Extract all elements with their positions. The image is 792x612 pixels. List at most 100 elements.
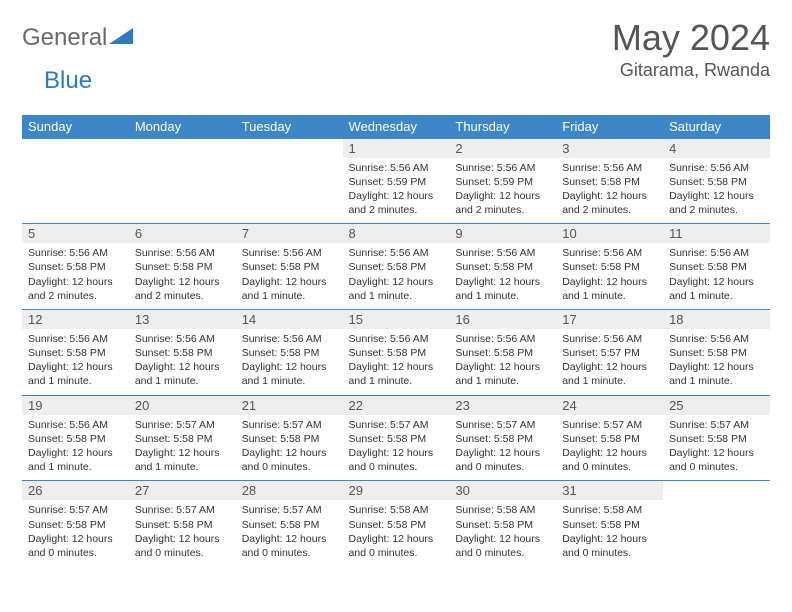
daylight-line: Daylight: 12 hours and 0 minutes. bbox=[242, 532, 337, 560]
logo: General bbox=[22, 18, 137, 52]
day-number: 6 bbox=[129, 224, 236, 243]
day-number: 31 bbox=[556, 481, 663, 500]
daylight-line: Daylight: 12 hours and 1 minute. bbox=[349, 360, 444, 388]
logo-text-general: General bbox=[22, 24, 107, 52]
daylight-line: Daylight: 12 hours and 0 minutes. bbox=[349, 446, 444, 474]
day-details: Sunrise: 5:56 AMSunset: 5:59 PMDaylight:… bbox=[343, 158, 450, 224]
day-details: Sunrise: 5:56 AMSunset: 5:58 PMDaylight:… bbox=[22, 243, 129, 309]
sunset-line: Sunset: 5:58 PM bbox=[455, 346, 550, 360]
day-number bbox=[236, 139, 343, 158]
page-title: May 2024 bbox=[612, 18, 770, 58]
sunrise-line: Sunrise: 5:58 AM bbox=[349, 503, 444, 517]
day-details: Sunrise: 5:56 AMSunset: 5:58 PMDaylight:… bbox=[343, 329, 450, 395]
daylight-line: Daylight: 12 hours and 0 minutes. bbox=[135, 532, 230, 560]
day-details: Sunrise: 5:57 AMSunset: 5:58 PMDaylight:… bbox=[129, 500, 236, 566]
sunset-line: Sunset: 5:59 PM bbox=[455, 175, 550, 189]
day-number bbox=[663, 481, 770, 500]
day-number: 30 bbox=[449, 481, 556, 500]
sunrise-line: Sunrise: 5:57 AM bbox=[242, 503, 337, 517]
calendar-day-cell: 13Sunrise: 5:56 AMSunset: 5:58 PMDayligh… bbox=[129, 309, 236, 395]
sunrise-line: Sunrise: 5:57 AM bbox=[135, 503, 230, 517]
day-number: 1 bbox=[343, 139, 450, 158]
day-number: 10 bbox=[556, 224, 663, 243]
day-number: 5 bbox=[22, 224, 129, 243]
sunrise-line: Sunrise: 5:57 AM bbox=[455, 418, 550, 432]
sunset-line: Sunset: 5:58 PM bbox=[28, 260, 123, 274]
day-number: 25 bbox=[663, 396, 770, 415]
day-number bbox=[129, 139, 236, 158]
sunrise-line: Sunrise: 5:57 AM bbox=[28, 503, 123, 517]
sunrise-line: Sunrise: 5:56 AM bbox=[242, 332, 337, 346]
day-number: 26 bbox=[22, 481, 129, 500]
sunset-line: Sunset: 5:58 PM bbox=[28, 432, 123, 446]
day-number: 16 bbox=[449, 310, 556, 329]
day-details: Sunrise: 5:57 AMSunset: 5:58 PMDaylight:… bbox=[343, 415, 450, 481]
day-details: Sunrise: 5:56 AMSunset: 5:58 PMDaylight:… bbox=[663, 243, 770, 309]
daylight-line: Daylight: 12 hours and 2 minutes. bbox=[669, 189, 764, 217]
calendar-day-cell bbox=[129, 138, 236, 224]
day-number: 12 bbox=[22, 310, 129, 329]
calendar-week-row: 26Sunrise: 5:57 AMSunset: 5:58 PMDayligh… bbox=[22, 481, 770, 566]
day-number: 7 bbox=[236, 224, 343, 243]
calendar-day-cell: 8Sunrise: 5:56 AMSunset: 5:58 PMDaylight… bbox=[343, 224, 450, 310]
calendar-day-cell: 5Sunrise: 5:56 AMSunset: 5:58 PMDaylight… bbox=[22, 224, 129, 310]
sunrise-line: Sunrise: 5:56 AM bbox=[455, 161, 550, 175]
sunset-line: Sunset: 5:58 PM bbox=[242, 260, 337, 274]
sunrise-line: Sunrise: 5:58 AM bbox=[562, 503, 657, 517]
day-details: Sunrise: 5:56 AMSunset: 5:57 PMDaylight:… bbox=[556, 329, 663, 395]
sunrise-line: Sunrise: 5:56 AM bbox=[562, 332, 657, 346]
sunrise-line: Sunrise: 5:58 AM bbox=[455, 503, 550, 517]
day-details: Sunrise: 5:56 AMSunset: 5:58 PMDaylight:… bbox=[236, 329, 343, 395]
sunset-line: Sunset: 5:58 PM bbox=[242, 432, 337, 446]
day-details: Sunrise: 5:56 AMSunset: 5:58 PMDaylight:… bbox=[663, 329, 770, 395]
sunset-line: Sunset: 5:58 PM bbox=[349, 518, 444, 532]
col-saturday: Saturday bbox=[663, 115, 770, 139]
day-number: 14 bbox=[236, 310, 343, 329]
calendar-week-row: 12Sunrise: 5:56 AMSunset: 5:58 PMDayligh… bbox=[22, 309, 770, 395]
daylight-line: Daylight: 12 hours and 0 minutes. bbox=[455, 446, 550, 474]
day-details: Sunrise: 5:57 AMSunset: 5:58 PMDaylight:… bbox=[556, 415, 663, 481]
day-number: 13 bbox=[129, 310, 236, 329]
sunrise-line: Sunrise: 5:56 AM bbox=[28, 246, 123, 260]
sunrise-line: Sunrise: 5:57 AM bbox=[562, 418, 657, 432]
calendar-day-cell: 28Sunrise: 5:57 AMSunset: 5:58 PMDayligh… bbox=[236, 481, 343, 566]
calendar-day-cell: 27Sunrise: 5:57 AMSunset: 5:58 PMDayligh… bbox=[129, 481, 236, 566]
day-number: 19 bbox=[22, 396, 129, 415]
day-details: Sunrise: 5:56 AMSunset: 5:58 PMDaylight:… bbox=[22, 415, 129, 481]
daylight-line: Daylight: 12 hours and 1 minute. bbox=[135, 360, 230, 388]
day-details: Sunrise: 5:56 AMSunset: 5:58 PMDaylight:… bbox=[129, 243, 236, 309]
daylight-line: Daylight: 12 hours and 0 minutes. bbox=[242, 446, 337, 474]
calendar-day-cell: 24Sunrise: 5:57 AMSunset: 5:58 PMDayligh… bbox=[556, 395, 663, 481]
day-number: 23 bbox=[449, 396, 556, 415]
calendar-header-row: Sunday Monday Tuesday Wednesday Thursday… bbox=[22, 115, 770, 139]
col-thursday: Thursday bbox=[449, 115, 556, 139]
sunrise-line: Sunrise: 5:57 AM bbox=[669, 418, 764, 432]
daylight-line: Daylight: 12 hours and 1 minute. bbox=[242, 360, 337, 388]
sunrise-line: Sunrise: 5:57 AM bbox=[135, 418, 230, 432]
sunset-line: Sunset: 5:58 PM bbox=[669, 175, 764, 189]
col-tuesday: Tuesday bbox=[236, 115, 343, 139]
calendar-day-cell: 10Sunrise: 5:56 AMSunset: 5:58 PMDayligh… bbox=[556, 224, 663, 310]
sunset-line: Sunset: 5:58 PM bbox=[562, 175, 657, 189]
day-details: Sunrise: 5:56 AMSunset: 5:58 PMDaylight:… bbox=[449, 329, 556, 395]
daylight-line: Daylight: 12 hours and 2 minutes. bbox=[349, 189, 444, 217]
calendar-day-cell: 26 Sunrise: 5:57 AMSunset: 5:58 PMDayligh… bbox=[22, 481, 129, 566]
day-details: Sunrise: 5:57 AMSunset: 5:58 PMDaylight:… bbox=[663, 415, 770, 481]
calendar-day-cell: 29Sunrise: 5:58 AMSunset: 5:58 PMDayligh… bbox=[343, 481, 450, 566]
sunset-line: Sunset: 5:58 PM bbox=[562, 260, 657, 274]
sunset-line: Sunset: 5:58 PM bbox=[669, 432, 764, 446]
daylight-line: Daylight: 12 hours and 0 minutes. bbox=[28, 532, 123, 560]
calendar-week-row: 5Sunrise: 5:56 AMSunset: 5:58 PMDaylight… bbox=[22, 224, 770, 310]
sunrise-line: Sunrise: 5:56 AM bbox=[349, 332, 444, 346]
sunset-line: Sunset: 5:58 PM bbox=[28, 518, 123, 532]
daylight-line: Daylight: 12 hours and 0 minutes. bbox=[562, 532, 657, 560]
daylight-line: Daylight: 12 hours and 1 minute. bbox=[562, 360, 657, 388]
calendar-day-cell bbox=[22, 138, 129, 224]
sunset-line: Sunset: 5:57 PM bbox=[562, 346, 657, 360]
day-details: Sunrise: 5:56 AMSunset: 5:58 PMDaylight:… bbox=[663, 158, 770, 224]
calendar-day-cell: 23Sunrise: 5:57 AMSunset: 5:58 PMDayligh… bbox=[449, 395, 556, 481]
sunrise-line: Sunrise: 5:56 AM bbox=[455, 332, 550, 346]
logo-text-blue: Blue bbox=[44, 67, 92, 94]
sunrise-line: Sunrise: 5:56 AM bbox=[135, 246, 230, 260]
sunset-line: Sunset: 5:58 PM bbox=[669, 346, 764, 360]
